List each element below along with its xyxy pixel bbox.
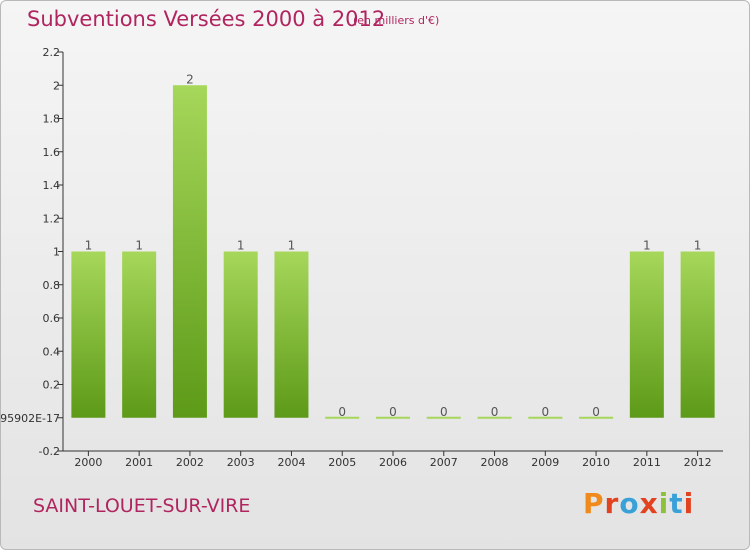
data-label-2009: 0	[541, 405, 549, 419]
y-tick-label: 2.2	[43, 46, 61, 59]
commune-name: SAINT-LOUET-SUR-VIRE	[33, 495, 251, 517]
y-tick-label: 1	[53, 246, 60, 259]
y-tick-label: 0.2	[43, 379, 61, 392]
data-label-2008: 0	[491, 405, 499, 419]
data-label-2006: 0	[389, 405, 397, 419]
x-tick-label: 2009	[531, 456, 559, 469]
bar-2005	[325, 416, 360, 419]
bar-2012	[680, 251, 715, 418]
data-label-2004: 1	[288, 239, 296, 253]
x-tick-label: 2003	[227, 456, 255, 469]
logo-letter: o	[619, 487, 640, 520]
x-tick-label: 2008	[481, 456, 509, 469]
bar-2004	[274, 251, 309, 418]
x-tick-label: 2000	[74, 456, 102, 469]
chart-title: Subventions Versées 2000 à 2012	[27, 7, 386, 31]
data-label-2010: 0	[592, 405, 600, 419]
y-tick-label: -0.2	[39, 445, 60, 458]
y-tick-label: 1.2	[43, 212, 61, 225]
logo-letter: r	[604, 487, 620, 520]
logo-letter: t	[669, 487, 684, 520]
x-tick-label: 2001	[125, 456, 153, 469]
bar-2000	[71, 251, 106, 418]
bar-2002	[172, 85, 207, 418]
y-tick-label: 1.8	[43, 113, 61, 126]
bar-2001	[122, 251, 157, 418]
y-tick-label: -1.5265566588595902E-17	[1, 412, 60, 425]
chart-subtitle: (en milliers d'€)	[353, 14, 440, 27]
logo-letter: i	[658, 487, 670, 520]
logo-letter: P	[583, 487, 605, 520]
x-tick-label: 2007	[430, 456, 458, 469]
proxiti-logo[interactable]: Proxiti	[583, 487, 694, 520]
logo-letter: x	[639, 487, 659, 520]
data-label-2012: 1	[694, 239, 702, 253]
data-label-2011: 1	[643, 239, 651, 253]
y-tick-label: 0.6	[43, 312, 61, 325]
data-label-2005: 0	[338, 405, 346, 419]
logo-letter: i	[683, 487, 695, 520]
bar-2010	[579, 416, 614, 419]
x-tick-label: 2011	[633, 456, 661, 469]
data-label-2003: 1	[237, 239, 245, 253]
bar-2006	[376, 416, 410, 419]
bar-2011	[629, 251, 664, 418]
y-tick-label: 2	[53, 79, 60, 92]
x-tick-label: 2006	[379, 456, 407, 469]
y-tick-label: 1.6	[43, 146, 61, 159]
bar-2007	[426, 416, 461, 419]
x-tick-label: 2012	[684, 456, 712, 469]
data-labels: 1 1 2 1 1 0 0 0 0 0 0 1 1	[85, 72, 702, 419]
data-label-2001: 1	[135, 239, 143, 253]
bar-2008	[477, 416, 512, 419]
data-label-2002: 2	[186, 72, 194, 86]
data-label-2000: 1	[85, 239, 93, 253]
y-tick-label: 0.4	[43, 345, 61, 358]
x-tick-label: 2005	[328, 456, 356, 469]
y-tick-label: 0.8	[43, 279, 61, 292]
bar-2003	[223, 251, 258, 418]
axes: -0.2 -1.5265566588595902E-17 0.2 0.4 0.6 0.8 1…	[1, 46, 723, 469]
x-tick-label: 2002	[176, 456, 204, 469]
data-label-2007: 0	[440, 405, 448, 419]
bar-2009	[528, 416, 563, 419]
bars	[71, 85, 715, 419]
y-tick-label: 1.4	[43, 179, 61, 192]
x-tick-label: 2010	[582, 456, 610, 469]
x-tick-label: 2004	[277, 456, 305, 469]
